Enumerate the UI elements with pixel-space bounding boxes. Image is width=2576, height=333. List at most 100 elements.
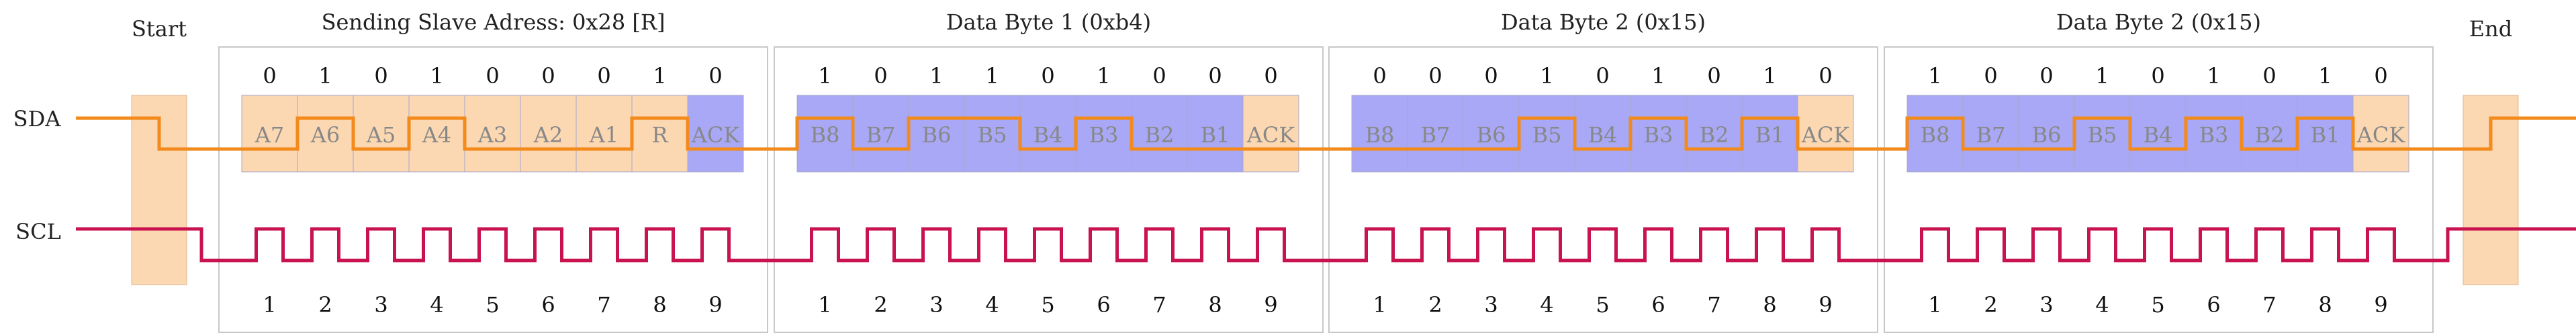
bit-cell-label: A5 — [366, 122, 396, 148]
bit-cell — [1075, 95, 1132, 173]
bit-cell — [353, 95, 410, 173]
bit-cell — [1574, 95, 1631, 173]
bit-value: 0 — [2151, 63, 2164, 89]
clock-number: 5 — [486, 292, 499, 318]
bit-cell-label: B1 — [1755, 122, 1785, 148]
bit-cell-label: ACK — [2356, 122, 2406, 148]
bit-value: 1 — [1763, 63, 1776, 89]
bit-cell — [1242, 95, 1299, 173]
bit-cell — [796, 95, 854, 173]
frame-title: Sending Slave Adress: 0x28 [R] — [322, 9, 665, 35]
bit-value: 0 — [1041, 63, 1054, 89]
bit-cell-label: B2 — [1700, 122, 1729, 148]
bit-cell-label: B4 — [2144, 122, 2173, 148]
clock-number: 2 — [874, 292, 887, 318]
bit-cell — [2185, 95, 2242, 173]
bit-cell — [576, 95, 633, 173]
bit-cell-label: B5 — [978, 122, 1007, 148]
bit-cell-label: B4 — [1033, 122, 1063, 148]
bit-cell — [2129, 95, 2187, 173]
bit-cell — [908, 95, 965, 173]
frame-3: Data Byte 2 (0x15) B8 0 1 B7 0 2 B6 0 3 B5 1 4 B4 0 5 B3… — [1328, 9, 1878, 333]
bit-cell — [297, 95, 354, 173]
bit-cell-label: A1 — [589, 122, 618, 148]
bit-cell — [520, 95, 577, 173]
frame-1: Sending Slave Adress: 0x28 [R] A7 0 1 A6 1 2 A5… — [218, 9, 768, 333]
bit-cell-label: B8 — [811, 122, 840, 148]
bit-cell-label: A7 — [255, 122, 284, 148]
sda-label: SDA — [13, 106, 62, 132]
bit-cell-label: A4 — [422, 122, 451, 148]
bit-cell-label: ACK — [691, 122, 741, 148]
bit-value: 1 — [2095, 63, 2109, 89]
bit-cell-label: B3 — [2199, 122, 2229, 148]
frame-box — [774, 46, 1324, 333]
clock-number: 3 — [2039, 292, 2053, 318]
clock-number: 7 — [597, 292, 610, 318]
frames-layer: Sending Slave Adress: 0x28 [R] A7 0 1 A6 1 2 A5… — [218, 9, 2434, 333]
bit-cell — [1463, 95, 1520, 173]
bit-value: 0 — [1596, 63, 1609, 89]
bit-value: 1 — [318, 63, 332, 89]
bit-value: 1 — [818, 63, 831, 89]
frame-box — [218, 46, 768, 333]
bit-cell — [1351, 95, 1408, 173]
bit-cell — [1187, 95, 1244, 173]
bit-cell — [1741, 95, 1798, 173]
bit-cell — [1407, 95, 1464, 173]
clock-number: 4 — [2095, 292, 2109, 318]
clock-number: 9 — [2374, 292, 2387, 318]
bit-value: 0 — [1208, 63, 1222, 89]
bit-value: 0 — [2262, 63, 2276, 89]
bit-value: 0 — [486, 63, 499, 89]
bit-value: 0 — [2374, 63, 2387, 89]
bit-cell — [964, 95, 1021, 173]
clock-number: 4 — [430, 292, 443, 318]
bit-value: 1 — [2318, 63, 2332, 89]
frame-title: Data Byte 1 (0xb4) — [946, 9, 1151, 35]
clock-number: 7 — [2262, 292, 2276, 318]
bit-value: 1 — [985, 63, 999, 89]
bit-value: 1 — [1651, 63, 1665, 89]
clock-number: 1 — [818, 292, 831, 318]
bit-cell — [2241, 95, 2298, 173]
frame-4: Data Byte 2 (0x15) B8 1 1 B7 0 2 B6 0 3 B5 1 4 B4 0 5 B3… — [1884, 9, 2434, 333]
clock-number: 8 — [1208, 292, 1222, 318]
clock-number: 9 — [708, 292, 722, 318]
clock-number: 6 — [2207, 292, 2220, 318]
bit-cell — [241, 95, 298, 173]
bit-value: 0 — [1484, 63, 1498, 89]
clock-number: 3 — [374, 292, 387, 318]
bit-value: 0 — [1373, 63, 1386, 89]
bit-value: 0 — [263, 63, 276, 89]
bit-value: 1 — [653, 63, 666, 89]
bit-cell — [1962, 95, 2019, 173]
sda-waveform — [76, 116, 2576, 151]
bit-cell-label: B1 — [1201, 122, 1230, 148]
bit-cell-label: B7 — [1421, 122, 1451, 148]
bit-value: 0 — [2039, 63, 2053, 89]
bit-cell-label: B5 — [1532, 122, 1562, 148]
bit-value: 0 — [597, 63, 610, 89]
bit-cell-label: A3 — [477, 122, 507, 148]
frame-2: Data Byte 1 (0xb4) B8 1 1 B7 0 2 B6 1 3 B5 1 4 B4 0 5 B3… — [774, 9, 1324, 333]
bit-cell-label: B5 — [2088, 122, 2117, 148]
bit-value: 1 — [1540, 63, 1553, 89]
bit-value: 0 — [1264, 63, 1277, 89]
bit-cell — [464, 95, 521, 173]
bit-cell-label: B8 — [1921, 122, 1950, 148]
bit-cell-label: ACK — [1246, 122, 1296, 148]
clock-number: 5 — [2151, 292, 2164, 318]
bit-cell-label: B3 — [1644, 122, 1673, 148]
clock-number: 9 — [1264, 292, 1277, 318]
bit-cell — [631, 95, 688, 173]
clock-number: 6 — [1651, 292, 1665, 318]
bit-cell — [1797, 95, 1854, 173]
frame-box — [1884, 46, 2434, 333]
bit-value: 1 — [929, 63, 943, 89]
bit-value: 0 — [374, 63, 387, 89]
bit-cell-label: B7 — [1976, 122, 2006, 148]
clock-number: 2 — [1984, 292, 1997, 318]
clock-number: 8 — [2318, 292, 2332, 318]
bit-cell-label: B2 — [2255, 122, 2285, 148]
